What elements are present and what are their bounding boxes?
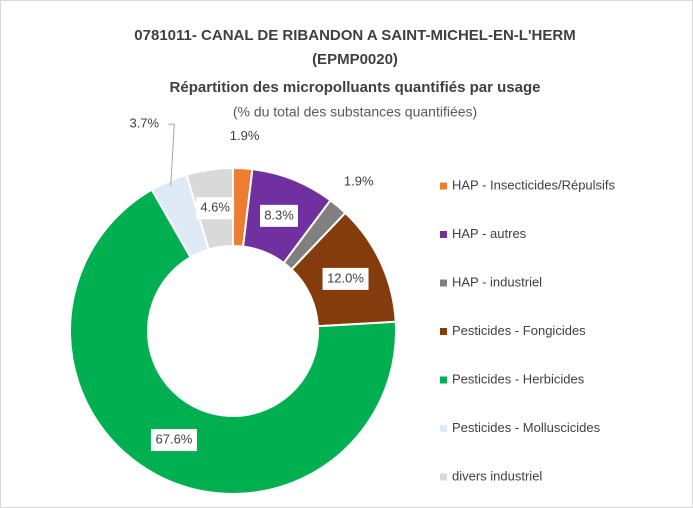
data-label: 4.6% bbox=[200, 200, 230, 215]
data-label: 1.9% bbox=[344, 173, 374, 188]
legend-swatch bbox=[440, 279, 447, 287]
data-label-box bbox=[150, 429, 197, 452]
legend-label: Pesticides - Herbicides bbox=[452, 371, 585, 386]
legend-swatch bbox=[440, 328, 447, 335]
data-label: 3.7% bbox=[129, 116, 159, 131]
data-label: 12.0% bbox=[327, 270, 364, 285]
leader-line bbox=[168, 123, 175, 186]
chart-note: (% du total des substances quantifiées) bbox=[233, 104, 477, 120]
legend-swatch bbox=[440, 473, 447, 481]
legend-label: divers industriel bbox=[452, 468, 542, 483]
chart-title-code: (EPMP0020) bbox=[312, 51, 398, 68]
legend-swatch bbox=[440, 376, 447, 384]
legend-swatch bbox=[440, 425, 447, 432]
legend-label: HAP - industriel bbox=[452, 274, 542, 289]
legend-swatch bbox=[440, 182, 447, 190]
data-label-box bbox=[196, 197, 235, 220]
legend-label: HAP - Insecticides/Répulsifs bbox=[452, 177, 616, 192]
data-label-box bbox=[322, 267, 369, 290]
legend-label: Pesticides - Fongicides bbox=[452, 323, 586, 338]
legend-swatch bbox=[440, 231, 447, 238]
donut-slice bbox=[69, 188, 397, 495]
chart-title: 0781011- CANAL DE RIBANDON A SAINT-MICHE… bbox=[134, 27, 575, 44]
chart-subtitle: Répartition des micropolluants quantifié… bbox=[170, 79, 541, 96]
data-label: 1.9% bbox=[230, 128, 260, 143]
legend-label: Pesticides - Molluscicides bbox=[452, 420, 601, 435]
data-label-box bbox=[260, 204, 299, 227]
data-label: 67.6% bbox=[156, 431, 193, 446]
data-label: 8.3% bbox=[264, 207, 294, 222]
legend-label: HAP - autres bbox=[452, 226, 527, 241]
